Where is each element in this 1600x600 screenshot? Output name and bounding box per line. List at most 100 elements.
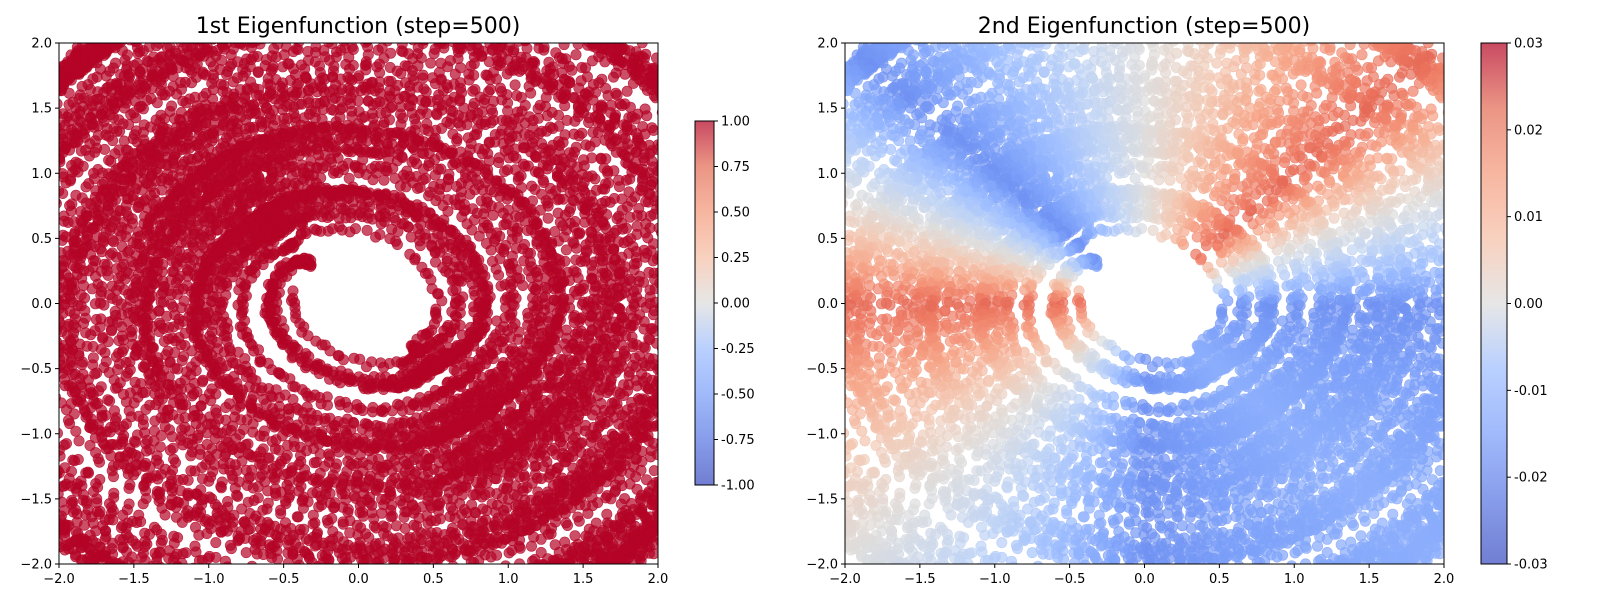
scatter-point (662, 534, 672, 544)
scatter-point (172, 573, 182, 583)
scatter-point (665, 179, 675, 189)
scatter-point (675, 494, 685, 504)
scatter-point (151, 567, 161, 577)
scatter-point (613, 563, 619, 564)
scatter-point (88, 167, 100, 179)
scatter-point (664, 215, 674, 225)
scatter-point (179, 24, 189, 34)
scatter-point (381, 568, 391, 578)
scatter-point (38, 81, 48, 91)
scatter-point (225, 563, 232, 564)
scatter-point (673, 258, 683, 268)
scatter-point (661, 481, 671, 491)
scatter-point (216, 269, 228, 281)
scatter-point (43, 190, 53, 200)
scatter-point (36, 332, 46, 342)
scatter-point (307, 563, 311, 564)
scatter-point (42, 529, 52, 539)
scatter-point (38, 350, 48, 360)
scatter-point (43, 195, 53, 205)
scatter-point (670, 508, 680, 518)
scatter-point (559, 573, 569, 583)
scatter-point (47, 187, 57, 197)
scatter-point (384, 61, 396, 73)
scatter-point (44, 453, 54, 463)
scatter-point (124, 71, 136, 83)
scatter-point (526, 571, 536, 581)
scatter-point (672, 480, 682, 490)
scatter-point (672, 269, 682, 279)
scatter-point (673, 374, 683, 384)
scatter-point (185, 30, 195, 40)
scatter-point (665, 312, 675, 322)
scatter-point (402, 569, 412, 579)
scatter-point (155, 561, 165, 564)
scatter-point (254, 576, 264, 586)
scatter-point (656, 178, 658, 186)
scatter-point (500, 218, 512, 230)
scatter-point (671, 82, 681, 92)
scatter-point (175, 574, 185, 584)
scatter-point (64, 418, 76, 430)
scatter-point (43, 76, 53, 86)
scatter-point (478, 575, 488, 585)
scatter-point (537, 571, 547, 581)
scatter-point (511, 222, 523, 234)
scatter-point (674, 502, 684, 512)
scatter-point (45, 148, 55, 158)
scatter-point (557, 21, 567, 31)
scatter-point (179, 567, 189, 577)
scatter-point (675, 106, 685, 116)
scatter-point (559, 28, 569, 38)
scatter-point (656, 108, 658, 117)
scatter-point (118, 135, 130, 147)
scatter-point (564, 25, 574, 35)
scatter-point (166, 27, 176, 37)
scatter-point (46, 127, 56, 137)
scatter-point (59, 496, 68, 508)
scatter-point (33, 400, 43, 410)
scatter-point (274, 268, 286, 280)
scatter-point (101, 29, 111, 39)
scatter-point (233, 567, 243, 577)
scatter-point (435, 163, 447, 175)
scatter-point (600, 28, 610, 38)
scatter-point (33, 138, 43, 148)
scatter-point (39, 74, 49, 84)
scatter-point (664, 392, 674, 402)
scatter-point (39, 275, 49, 285)
scatter-point (33, 417, 43, 427)
scatter-point (670, 385, 680, 395)
scatter-point (671, 466, 681, 476)
scatter-point (668, 187, 678, 197)
scatter-point (48, 511, 58, 521)
scatter-point (36, 79, 46, 89)
scatter-point (667, 115, 677, 125)
scatter-point (596, 566, 606, 576)
scatter-point (300, 362, 312, 374)
scatter-point (572, 43, 584, 50)
scatter-point (588, 28, 598, 38)
scatter-point (674, 123, 684, 133)
scatter-point (594, 567, 604, 577)
scatter-point (73, 435, 85, 447)
scatter-point (318, 207, 330, 219)
scatter-point (103, 154, 115, 166)
scatter-point (149, 18, 159, 28)
scatter-point (671, 213, 681, 223)
scatter-point (105, 27, 115, 37)
scatter-point (423, 160, 435, 172)
scatter-point (657, 436, 658, 443)
scatter-point (345, 207, 357, 219)
scatter-point (670, 369, 680, 379)
scatter-point (590, 28, 600, 38)
scatter-point (674, 417, 684, 427)
scatter-point (517, 243, 529, 255)
scatter-point (658, 428, 668, 438)
scatter-point (328, 207, 340, 219)
scatter-point (125, 31, 135, 41)
scatter-point (48, 377, 58, 387)
scatter-point (153, 43, 156, 44)
scatter-point (496, 369, 508, 381)
scatter-point (131, 27, 141, 37)
